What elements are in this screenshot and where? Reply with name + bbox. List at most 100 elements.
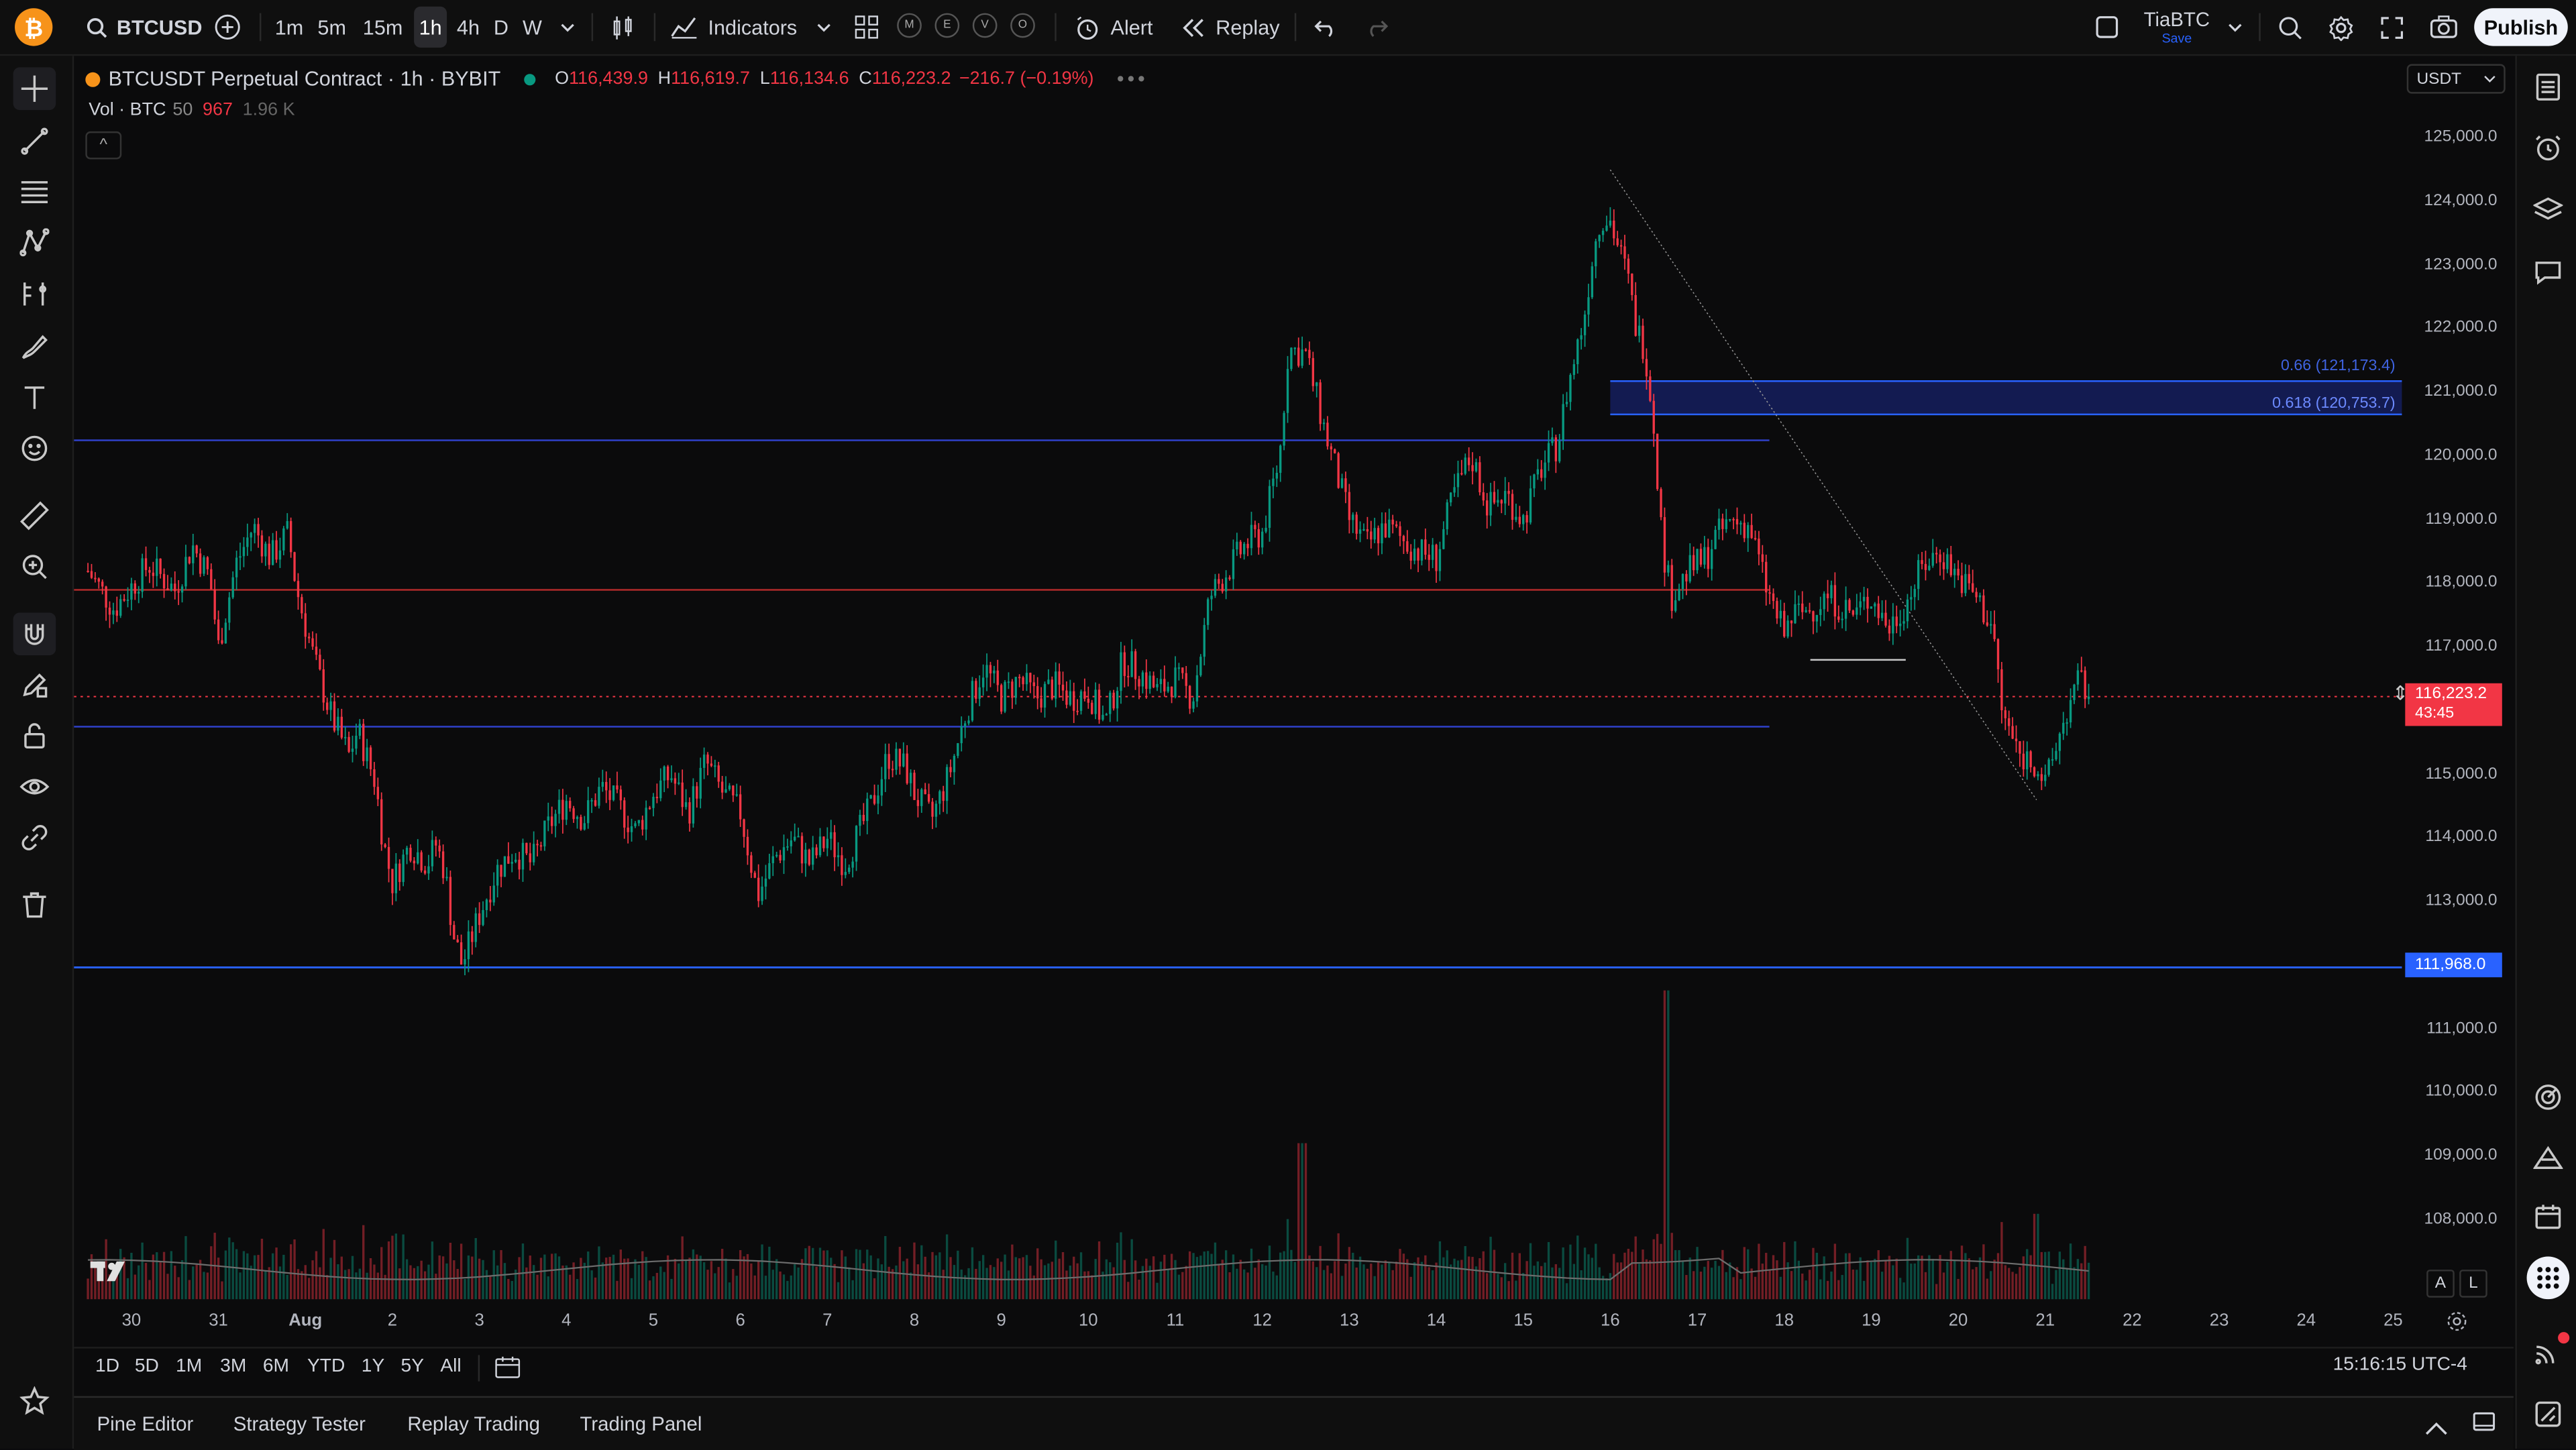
range-1d[interactable]: 1D — [95, 1356, 120, 1377]
auto-scale-button[interactable]: A — [2426, 1270, 2455, 1298]
layout-toggle-button[interactable] — [2090, 7, 2123, 48]
settings-button[interactable] — [2323, 7, 2359, 48]
volume-bar — [1957, 1278, 1960, 1300]
forecast-tool[interactable] — [13, 273, 56, 316]
hotlists-button[interactable] — [2527, 1076, 2570, 1119]
maximize-panel-button[interactable] — [2473, 1411, 2496, 1441]
replay-button[interactable]: Replay — [1179, 0, 1280, 54]
tab-replay-trading[interactable]: Replay Trading — [407, 1412, 541, 1436]
calendar-button[interactable] — [2527, 1196, 2570, 1239]
volume-bar — [1841, 1275, 1843, 1300]
candle-body — [1696, 549, 1699, 571]
volume-bar — [1898, 1278, 1902, 1300]
magnet-tool[interactable] — [13, 612, 56, 656]
volume-bar — [1982, 1244, 1985, 1300]
help-button[interactable] — [2527, 1393, 2570, 1436]
alerts-button[interactable] — [2527, 127, 2570, 170]
layouts-button[interactable] — [848, 7, 884, 48]
collapse-panel-button[interactable] — [2425, 1414, 2448, 1444]
collapse-legend-button[interactable]: ^ — [85, 131, 122, 160]
candle-body — [1014, 677, 1017, 698]
range-5d[interactable]: 5D — [134, 1356, 159, 1377]
tab-trading-panel[interactable]: Trading Panel — [580, 1412, 702, 1436]
brush-tool[interactable] — [13, 325, 56, 368]
candle-body — [1747, 524, 1750, 539]
crosshair-tool[interactable] — [13, 67, 56, 111]
candle-body — [1250, 524, 1253, 549]
volume-bar — [1619, 1262, 1623, 1300]
go-to-date-button[interactable] — [494, 1355, 521, 1388]
symbol-legend[interactable]: BTCUSDT Perpetual Contract · 1h · BYBIT … — [85, 64, 1148, 94]
timeframe-15m[interactable]: 15m — [362, 15, 403, 39]
candle-body — [848, 867, 851, 872]
currency-select[interactable]: USDT — [2406, 64, 2506, 94]
ruler-tool[interactable] — [13, 494, 56, 537]
quick-indicator-e[interactable]: E — [934, 13, 960, 38]
alert-button[interactable]: Alert — [1075, 0, 1152, 54]
remove-drawings-tool[interactable] — [13, 884, 56, 927]
emoji-tool[interactable] — [13, 427, 56, 470]
apps-button[interactable] — [2526, 1256, 2570, 1300]
price-chart[interactable]: 0.66 (121,173.4) 0.618 (120,753.7) — [74, 56, 2514, 1345]
pattern-tool[interactable] — [13, 222, 56, 265]
candle-body — [1913, 589, 1916, 598]
range-3m[interactable]: 3M — [220, 1356, 247, 1377]
symbol-search-button[interactable]: BTCUSD — [85, 0, 202, 54]
range-1m[interactable]: 1M — [176, 1356, 203, 1377]
object-tree-button[interactable] — [2527, 189, 2570, 232]
publish-button[interactable]: Publish — [2474, 8, 2568, 46]
quick-indicator-o[interactable]: O — [1010, 13, 1035, 38]
indicators-dropdown[interactable] — [812, 7, 835, 48]
volume-bar — [108, 1274, 111, 1300]
timeframe-1m[interactable]: 1m — [274, 15, 304, 39]
stay-drawing-tool[interactable] — [13, 663, 56, 706]
chats-button[interactable] — [2527, 252, 2570, 294]
layout-name-button[interactable]: TiaBTC Save — [2139, 8, 2215, 46]
tradingview-logo-icon[interactable] — [89, 1258, 135, 1284]
compare-symbol-button[interactable] — [213, 0, 241, 54]
text-tool[interactable] — [13, 376, 56, 419]
range-1y[interactable]: 1Y — [361, 1356, 385, 1377]
watchlist-favorites[interactable] — [13, 1380, 56, 1423]
timeframe-5m[interactable]: 5m — [317, 15, 346, 39]
timeframe-d[interactable]: D — [493, 15, 509, 39]
timeframe-w[interactable]: W — [523, 15, 542, 39]
timeframe-1h[interactable]: 1h — [414, 6, 447, 48]
sync-drawings-tool[interactable] — [13, 816, 56, 859]
timeframe-4h[interactable]: 4h — [456, 15, 480, 39]
volume-legend[interactable]: Vol · BTC 50 967 1.96 K — [89, 97, 294, 123]
price-scale-drag-icon[interactable]: ⇕ — [2392, 681, 2409, 705]
ideas-button[interactable] — [2527, 1137, 2570, 1180]
legend-more-icon[interactable]: ••• — [1116, 67, 1148, 91]
hide-drawings-tool[interactable] — [13, 765, 56, 808]
range-ytd[interactable]: YTD — [307, 1356, 345, 1377]
fib-tool[interactable] — [13, 171, 56, 214]
timeframe-dropdown[interactable] — [555, 7, 578, 48]
notifications-button[interactable] — [2527, 1331, 2570, 1374]
bitcoin-logo-icon[interactable]: ₿ — [15, 8, 53, 46]
volume-bar — [1286, 1219, 1289, 1300]
chart-type-button[interactable] — [604, 7, 641, 48]
log-scale-button[interactable]: L — [2459, 1270, 2487, 1298]
trendline-tool[interactable] — [13, 120, 56, 163]
range-all[interactable]: All — [440, 1356, 462, 1377]
indicators-button[interactable]: Indicators — [670, 0, 797, 54]
axis-settings-button[interactable] — [2447, 1310, 2468, 1340]
tab-strategy-tester[interactable]: Strategy Tester — [233, 1412, 366, 1436]
tab-pine-editor[interactable]: Pine Editor — [97, 1412, 194, 1436]
clock-timezone[interactable]: 15:16:15 UTC-4 — [2332, 1355, 2467, 1375]
quick-search-button[interactable] — [2272, 7, 2308, 48]
undo-button[interactable] — [1309, 7, 1342, 48]
zoom-tool[interactable] — [13, 545, 56, 588]
lock-drawings-tool[interactable] — [13, 714, 56, 757]
range-5y[interactable]: 5Y — [400, 1356, 425, 1377]
layout-dropdown[interactable] — [2222, 7, 2245, 48]
fullscreen-button[interactable] — [2374, 7, 2410, 48]
watchlist-button[interactable] — [2527, 66, 2570, 109]
quick-indicator-m[interactable]: M — [897, 13, 922, 38]
quick-indicator-v[interactable]: V — [972, 13, 998, 38]
redo-button[interactable] — [1360, 7, 1393, 48]
range-6m[interactable]: 6M — [262, 1356, 289, 1377]
snapshot-button[interactable] — [2425, 7, 2461, 48]
chart-area[interactable]: 0.66 (121,173.4) 0.618 (120,753.7) — [74, 56, 2514, 1345]
